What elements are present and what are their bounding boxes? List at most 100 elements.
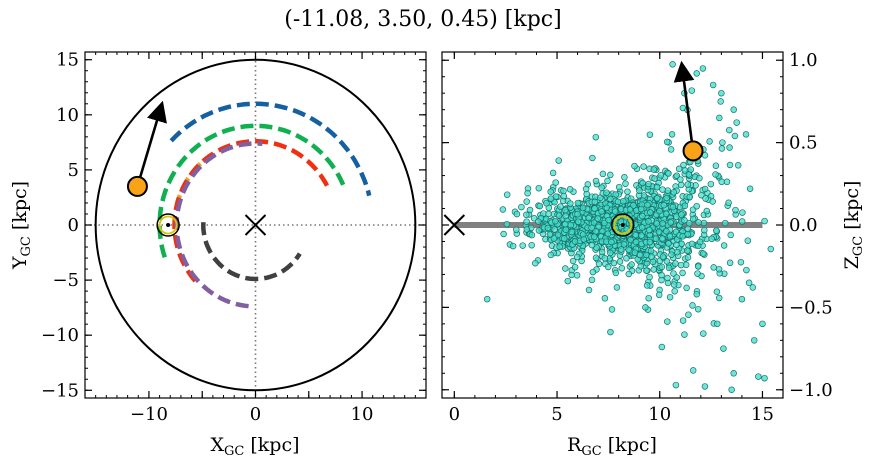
star-point bbox=[693, 70, 700, 77]
star-point bbox=[684, 254, 692, 261]
star-point bbox=[688, 87, 696, 94]
star-point bbox=[574, 210, 581, 218]
star-point bbox=[732, 206, 739, 214]
x-tick-label: 0 bbox=[250, 404, 261, 425]
star-point bbox=[567, 221, 574, 229]
star-point bbox=[659, 186, 666, 193]
star-point bbox=[589, 268, 597, 276]
star-point bbox=[546, 231, 554, 238]
star-point bbox=[669, 61, 676, 68]
star-point bbox=[678, 211, 685, 218]
star-point bbox=[646, 238, 654, 246]
star-point bbox=[709, 81, 717, 89]
star-point bbox=[652, 235, 660, 242]
star-point bbox=[665, 170, 672, 177]
spiral-arms bbox=[157, 101, 372, 309]
star-point bbox=[665, 240, 672, 247]
star-point bbox=[509, 242, 517, 250]
star-point bbox=[562, 265, 569, 272]
star-point bbox=[700, 219, 708, 227]
star-point bbox=[645, 294, 652, 302]
star-point bbox=[625, 246, 632, 254]
star-point bbox=[658, 343, 666, 351]
x-tick-label: 15 bbox=[751, 404, 774, 425]
star-point bbox=[709, 198, 716, 205]
star-scatter bbox=[483, 61, 775, 394]
sun-gold-ring bbox=[613, 215, 633, 235]
star-point bbox=[650, 166, 658, 173]
star-point bbox=[625, 270, 633, 278]
star-point bbox=[574, 218, 582, 225]
star-point bbox=[698, 191, 705, 199]
star-point bbox=[585, 286, 593, 294]
star-point bbox=[707, 180, 715, 188]
star-point bbox=[738, 295, 746, 303]
star-point bbox=[612, 269, 620, 277]
figure-title: (-11.08, 3.50, 0.45) [kpc] bbox=[284, 7, 561, 32]
star-point bbox=[701, 226, 708, 234]
x-tick-label: 10 bbox=[351, 404, 374, 425]
star-point bbox=[663, 227, 670, 235]
star-point bbox=[503, 220, 511, 228]
star-point bbox=[718, 89, 725, 97]
star-point bbox=[667, 146, 675, 153]
star-point bbox=[663, 138, 671, 146]
star-point bbox=[638, 232, 645, 239]
star-point bbox=[592, 177, 600, 185]
star-point bbox=[535, 218, 542, 225]
star-point bbox=[627, 236, 634, 244]
star-point bbox=[592, 254, 600, 262]
star-point bbox=[743, 266, 750, 274]
star-point bbox=[685, 171, 693, 178]
star-point bbox=[694, 263, 702, 270]
star-point bbox=[601, 254, 609, 262]
star-point bbox=[585, 214, 592, 222]
star-point bbox=[650, 266, 658, 273]
star-point bbox=[723, 178, 731, 186]
star-point bbox=[689, 215, 697, 223]
star-point bbox=[595, 260, 603, 268]
object-marker bbox=[126, 175, 148, 197]
star-point bbox=[659, 253, 667, 260]
star-point bbox=[591, 198, 599, 206]
star-point bbox=[564, 277, 572, 285]
star-point bbox=[708, 235, 715, 243]
star-point bbox=[677, 261, 685, 269]
star-point bbox=[643, 267, 650, 274]
star-point bbox=[640, 163, 647, 170]
star-point bbox=[549, 169, 557, 177]
star-point bbox=[523, 198, 530, 205]
star-point bbox=[693, 290, 700, 298]
star-point bbox=[699, 65, 707, 72]
star-point bbox=[562, 206, 569, 214]
star-point bbox=[632, 231, 640, 239]
star-point bbox=[598, 227, 606, 235]
star-point bbox=[667, 219, 674, 226]
star-point bbox=[745, 279, 753, 287]
star-point bbox=[688, 240, 696, 248]
star-point bbox=[744, 237, 752, 244]
star-point bbox=[755, 373, 762, 380]
star-point bbox=[528, 231, 536, 239]
star-point bbox=[680, 161, 687, 169]
star-point bbox=[543, 199, 550, 207]
star-point bbox=[545, 210, 552, 218]
star-point bbox=[656, 207, 663, 215]
star-point bbox=[730, 106, 737, 113]
star-point bbox=[684, 225, 692, 232]
star-point bbox=[645, 226, 653, 234]
star-point bbox=[681, 202, 689, 210]
sun-dot bbox=[620, 223, 625, 227]
star-point bbox=[731, 132, 739, 140]
star-point bbox=[569, 257, 577, 265]
star-point bbox=[592, 133, 600, 141]
star-point bbox=[588, 224, 595, 232]
star-point bbox=[639, 212, 646, 220]
star-point bbox=[683, 284, 690, 292]
star-point bbox=[718, 178, 725, 186]
star-point bbox=[628, 261, 635, 268]
star-point bbox=[715, 265, 723, 273]
star-point bbox=[684, 230, 691, 238]
star-point bbox=[710, 264, 717, 271]
spiral-arm-2 bbox=[157, 123, 346, 258]
